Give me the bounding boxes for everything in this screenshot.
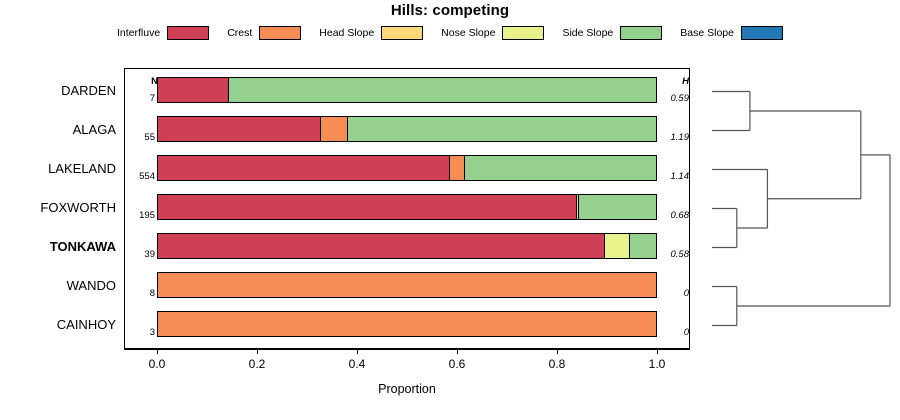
x-axis-tick [657, 349, 658, 354]
row-h-value: 0.58 [670, 248, 690, 260]
row-label-alaga: ALAGA [72, 121, 116, 137]
bar-segment-side-slope [347, 115, 657, 142]
x-axis-tick [257, 349, 258, 354]
bar-segment-crest [157, 310, 657, 337]
stacked-bar-alaga [157, 115, 657, 142]
legend-item-nose-slope: Nose Slope [441, 26, 545, 40]
row-label-foxworth: FOXWORTH [40, 199, 116, 215]
stacked-bar-darden [157, 76, 657, 103]
row-n-value: 3 [149, 326, 155, 338]
row-h-value: 0.68 [670, 209, 690, 221]
legend-label: Interfluve [117, 27, 161, 39]
x-axis-tick-label: 0.2 [248, 357, 266, 371]
legend-item-interfluve: Interfluve [117, 26, 210, 40]
row-label-darden: DARDEN [61, 82, 116, 98]
legend-swatch-icon [259, 26, 302, 40]
x-axis-tick-label: 0.8 [548, 357, 566, 371]
x-axis-title: Proportion [378, 382, 436, 396]
bar-segment-interfluve [157, 193, 578, 220]
x-axis-tick [457, 349, 458, 354]
column-header-n: N [151, 76, 158, 87]
legend-item-head-slope: Head Slope [319, 26, 424, 40]
stacked-bar-cainhoy [157, 310, 657, 337]
x-axis-tick-label: 0.6 [448, 357, 466, 371]
row-h-value: 0 [683, 326, 689, 338]
legend-swatch-icon [381, 26, 424, 40]
row-h-value: 1.14 [670, 170, 690, 182]
bar-segment-crest [319, 115, 349, 142]
stacked-bar-lakeland [157, 154, 657, 181]
x-axis-tick-label: 0.0 [148, 357, 166, 371]
bar-segment-side-slope [228, 76, 657, 103]
bar-segment-nose-slope [604, 232, 632, 259]
legend-item-crest: Crest [227, 26, 302, 40]
row-label-wando: WANDO [66, 277, 116, 293]
row-n-value: 195 [139, 209, 155, 221]
stacked-bar-tonkawa [157, 232, 657, 259]
bar-segment-side-slope [578, 193, 657, 220]
legend-swatch-icon [502, 26, 545, 40]
legend-label: Nose Slope [441, 27, 496, 39]
x-axis-tick [157, 349, 158, 354]
row-h-value: 0 [683, 287, 689, 299]
bar-segment-interfluve [157, 154, 451, 181]
bar-segment-crest [157, 271, 657, 298]
bar-segment-interfluve [157, 232, 606, 259]
row-label-lakeland: LAKELAND [48, 160, 116, 176]
legend-item-base-slope: Base Slope [680, 26, 783, 40]
legend-item-side-slope: Side Slope [562, 26, 663, 40]
dendrogram [712, 90, 891, 327]
row-n-value: 554 [139, 170, 155, 182]
column-header-h: H [682, 76, 689, 87]
x-axis-tick-label: 0.4 [348, 357, 366, 371]
x-axis-tick-label: 1.0 [648, 357, 666, 371]
row-label-tonkawa: TONKAWA [49, 238, 116, 254]
bar-segment-side-slope [629, 232, 657, 259]
x-axis-tick [357, 349, 358, 354]
x-axis-tick [557, 349, 558, 354]
row-n-value: 55 [144, 131, 155, 143]
row-h-value: 0.59 [670, 92, 690, 104]
bar-segment-interfluve [157, 76, 230, 103]
bar-segment-side-slope [463, 154, 657, 181]
stacked-bar-foxworth [157, 193, 657, 220]
legend-label: Head Slope [319, 27, 375, 39]
legend-label: Crest [227, 27, 253, 39]
legend-label: Base Slope [680, 27, 734, 39]
page-title: Hills: competing [390, 2, 510, 19]
legend-label: Side Slope [562, 27, 614, 39]
stacked-bar-wando [157, 271, 657, 298]
legend: Interfluve Crest Head Slope Nose Slope Side … [0, 26, 900, 40]
x-axis-line [124, 349, 690, 350]
legend-swatch-icon [740, 26, 783, 40]
legend-swatch-icon [620, 26, 663, 40]
row-n-value: 39 [144, 248, 155, 260]
row-h-value: 1.19 [670, 131, 690, 143]
legend-swatch-icon [167, 26, 210, 40]
bar-segment-interfluve [157, 115, 322, 142]
row-label-cainhoy: CAINHOY [56, 316, 116, 332]
row-n-value: 7 [149, 92, 155, 104]
row-n-value: 8 [149, 287, 155, 299]
